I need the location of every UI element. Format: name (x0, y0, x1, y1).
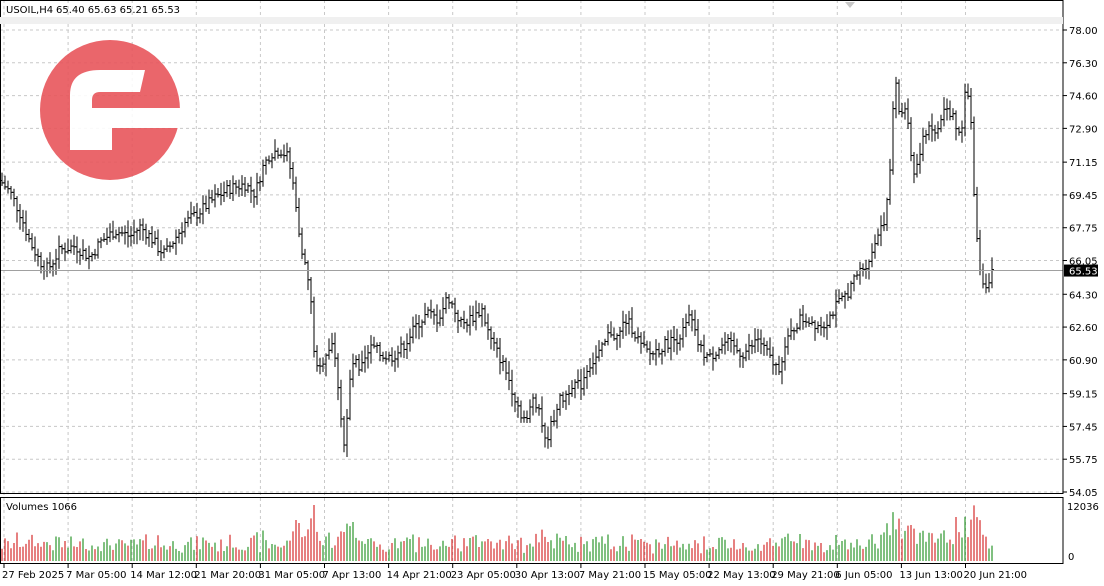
y-tick-label: 76.30 (1069, 59, 1098, 70)
price-bars (0, 76, 994, 458)
x-tick-label: 6 Jun 05:00 (835, 570, 892, 581)
x-tick-label: 13 Jun 13:00 (899, 570, 963, 581)
x-tick-label: 15 May 05:00 (643, 570, 712, 581)
x-tick-label: 23 Apr 05:00 (451, 570, 516, 581)
x-tick-label: 7 Apr 13:00 (323, 570, 382, 581)
y-tick-label: 55.75 (1069, 455, 1098, 466)
x-tick-label: 14 Mar 12:00 (130, 570, 197, 581)
shift-marker-icon[interactable] (845, 2, 855, 8)
volume-min-label: 0 (1068, 552, 1074, 563)
x-tick-label: 20 Jun 21:00 (964, 570, 1028, 581)
grid (0, 0, 1063, 563)
x-tick-label: 30 Apr 13:00 (515, 570, 580, 581)
ohlc-bar (990, 257, 994, 289)
price-axis[interactable]: 78.00 76.30 74.60 72.90 71.15 69.45 67.75 66.05… (1063, 26, 1098, 499)
y-tick-label: 57.45 (1069, 422, 1098, 433)
x-tick-label: 7 May 21:00 (579, 570, 641, 581)
y-tick-label: 78.00 (1069, 26, 1098, 37)
scroll-strip (0, 17, 1063, 24)
y-tick-label: 54.05 (1069, 488, 1098, 499)
main-panel-border (0, 0, 1064, 494)
x-tick-label: 31 Mar 05:00 (258, 570, 325, 581)
x-tick-label: 14 Apr 21:00 (387, 570, 452, 581)
y-tick-label: 66.05 (1069, 257, 1098, 268)
x-tick-label: 7 Mar 05:00 (66, 570, 126, 581)
volume-label: Volumes 1066 (6, 502, 77, 513)
y-tick-label: 60.90 (1069, 356, 1098, 367)
header-ohlc: 65.40 65.63 65.21 65.53 (56, 5, 180, 16)
x-tick-label: 22 May 13:00 (707, 570, 776, 581)
y-tick-label: 67.75 (1069, 224, 1098, 235)
y-tick-label: 74.60 (1069, 92, 1098, 103)
volume-bars (1, 505, 993, 561)
x-tick-label: 29 May 21:00 (771, 570, 840, 581)
x-tick-label: 27 Feb 2025 (2, 570, 64, 581)
current-price-tag: 65.53 (1064, 264, 1098, 278)
current-price-label: 65.53 (1069, 267, 1098, 278)
y-tick-label: 59.15 (1069, 390, 1098, 401)
y-tick-label: 64.30 (1069, 290, 1098, 301)
y-tick-label: 62.60 (1069, 323, 1098, 334)
y-tick-label: 71.15 (1069, 158, 1098, 169)
volume-panel-border (0, 497, 1064, 564)
brand-logo-icon (40, 40, 180, 180)
y-tick-label: 69.45 (1069, 191, 1098, 202)
x-tick-label: 21 Mar 20:00 (194, 570, 261, 581)
header-symbol: USOIL,H4 (6, 5, 53, 16)
y-tick-label: 72.90 (1069, 124, 1098, 135)
volume-max-label: 12036 (1067, 502, 1099, 513)
